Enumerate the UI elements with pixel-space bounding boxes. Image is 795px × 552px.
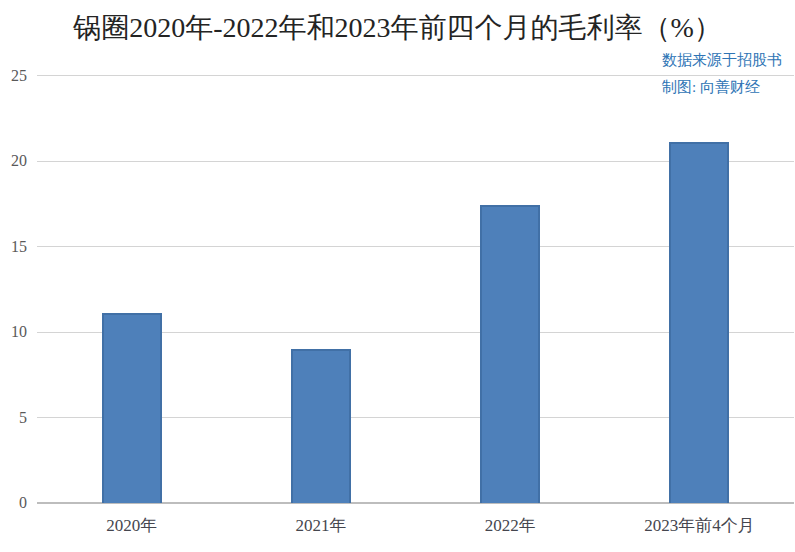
bar-2: [480, 205, 540, 503]
y-tick-label-20: 20: [0, 152, 27, 170]
y-tick-label-25: 25: [0, 67, 27, 85]
bar-0: [102, 313, 162, 503]
x-tick-label-0: 2020年: [37, 514, 227, 537]
x-tick-label-3: 2023年前4个月: [604, 514, 794, 537]
bar-3: [669, 142, 729, 503]
y-tick-label-15: 15: [0, 238, 27, 256]
y-tick-label-10: 10: [0, 323, 27, 341]
gridline-25: [37, 75, 794, 76]
credit-note: 制图: 向善财经: [662, 78, 760, 97]
x-tick-label-2: 2022年: [415, 514, 605, 537]
chart: 锅圈2020年-2022年和2023年前四个月的毛利率（%） 数据来源于招股书 …: [0, 0, 795, 552]
source-note: 数据来源于招股书: [662, 51, 782, 70]
chart-title: 锅圈2020年-2022年和2023年前四个月的毛利率（%）: [0, 9, 795, 47]
y-tick-label-5: 5: [0, 409, 27, 427]
y-tick-label-0: 0: [0, 494, 27, 512]
x-tick-label-1: 2021年: [226, 514, 416, 537]
bar-1: [291, 349, 351, 503]
